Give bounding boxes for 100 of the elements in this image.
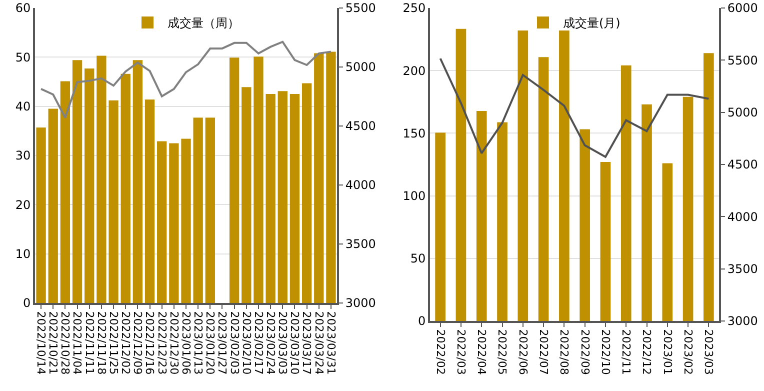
x-tick-label: 2022/12/02 [119,311,132,375]
x-tick-label: 2022/12/09 [131,311,144,375]
bar [169,143,179,303]
x-tick-label: 2023/03/17 [300,311,314,375]
y-tick-label: 50 [410,252,426,266]
x-tick-label: 2022/11/04 [70,311,84,375]
y-tick-label: 60 [15,1,31,16]
y-tick-label: 200 [402,64,426,78]
x-tick-label: 2023/02/17 [252,311,265,375]
x-tick-label: 2022/11/25 [106,311,120,375]
legend-label: 成交量(月) [563,16,620,30]
y2-tick-label: 3000 [727,314,758,328]
y-tick-label: 20 [15,198,31,212]
y2-tick-label: 5000 [727,106,758,120]
legend-label: 成交量（周） [168,16,240,30]
x-tick-label: 2022/12 [640,329,654,375]
x-tick-label: 2022/06 [516,329,530,375]
bar [290,94,300,303]
bar [620,65,632,321]
y2-tick-label: 4000 [727,210,758,224]
y2-tick-label: 5000 [345,60,376,74]
x-tick-label: 2022/11/11 [82,311,96,375]
x-tick-label: 2023/01/20 [204,311,217,375]
x-tick-label: 2022/12/23 [155,311,168,375]
x-tick-label: 2023/02/24 [264,311,277,375]
bar [36,127,46,303]
bar [229,58,240,303]
bar [278,91,288,303]
bar [600,162,611,321]
x-tick-label: 2022/04 [475,329,488,375]
bar [302,83,312,303]
y-tick-label: 40 [15,100,31,114]
x-tick-label: 2023/03/24 [312,311,326,375]
bar [84,68,94,303]
x-tick-label: 2023/03/03 [276,311,290,375]
x-tick-label: 2022/10/14 [34,311,48,375]
y2-tick-label: 5500 [345,1,376,16]
y-tick-label: 0 [22,296,31,310]
bar [456,28,466,321]
bar [266,94,276,303]
x-tick-label: 2022/10/21 [46,311,60,375]
x-tick-label: 2023/01/06 [179,311,192,375]
bar [682,96,694,321]
x-tick-label: 2023/02/10 [240,311,253,375]
x-tick-label: 2023/03/31 [324,311,338,375]
y2-tick-label: 3000 [345,296,376,310]
line-series [439,58,710,158]
x-tick-label: 2022/03 [454,329,468,375]
x-tick-label: 2022/12/16 [143,311,156,375]
bar [60,81,70,303]
x-tick-label: 2022/11 [620,329,633,375]
x-tick-label: 2023/01 [660,329,674,375]
x-tick-label: 2023/02/03 [228,311,241,375]
bar [242,87,252,303]
bar [518,30,528,321]
bar [559,30,570,321]
x-tick-label: 2023/01/13 [192,311,205,375]
y-tick-label: 30 [15,148,31,163]
x-tick-label: 2022/11/18 [94,311,108,375]
bar [96,56,106,303]
bar [476,111,487,321]
x-tick-label: 2022/05 [496,329,509,375]
bar [435,132,446,321]
x-tick-label: 2022/08 [558,329,571,375]
x-tick-label: 2023/01/27 [216,311,229,375]
bar [48,108,58,303]
x-tick-label: 2023/03 [702,329,716,375]
y-tick-label: 0 [418,314,426,328]
bar [144,99,155,303]
bar [326,52,336,303]
y2-tick-label: 3500 [345,237,376,252]
bar [72,60,82,303]
x-tick-label: 2022/02 [434,329,447,375]
bar [580,129,590,321]
y-tick-label: 100 [402,189,426,203]
y-tick-label: 150 [402,126,426,140]
y2-tick-label: 3500 [727,262,758,276]
y-tick-label: 10 [15,247,31,262]
bar [132,60,143,303]
bar [662,163,673,321]
bar [254,56,264,303]
y2-tick-label: 4000 [345,178,376,192]
bar [704,53,714,321]
bar [108,100,118,303]
bar [497,122,508,321]
x-tick-label: 2022/12/30 [167,311,180,375]
x-tick-label: 2022/07 [536,329,550,375]
bar [205,118,215,303]
x-tick-label: 2022/10/28 [58,311,72,375]
y-tick-label: 50 [15,50,31,64]
line-series [40,40,332,119]
x-tick-label: 2023/03/10 [288,311,302,375]
bar [181,138,191,303]
bar [642,104,652,321]
y2-tick-label: 5500 [727,53,758,68]
y2-tick-label: 6000 [727,1,758,16]
y2-tick-label: 4500 [345,119,376,134]
y-tick-label: 250 [402,1,426,16]
bar [120,74,130,303]
x-tick-label: 2023/02 [681,329,694,375]
